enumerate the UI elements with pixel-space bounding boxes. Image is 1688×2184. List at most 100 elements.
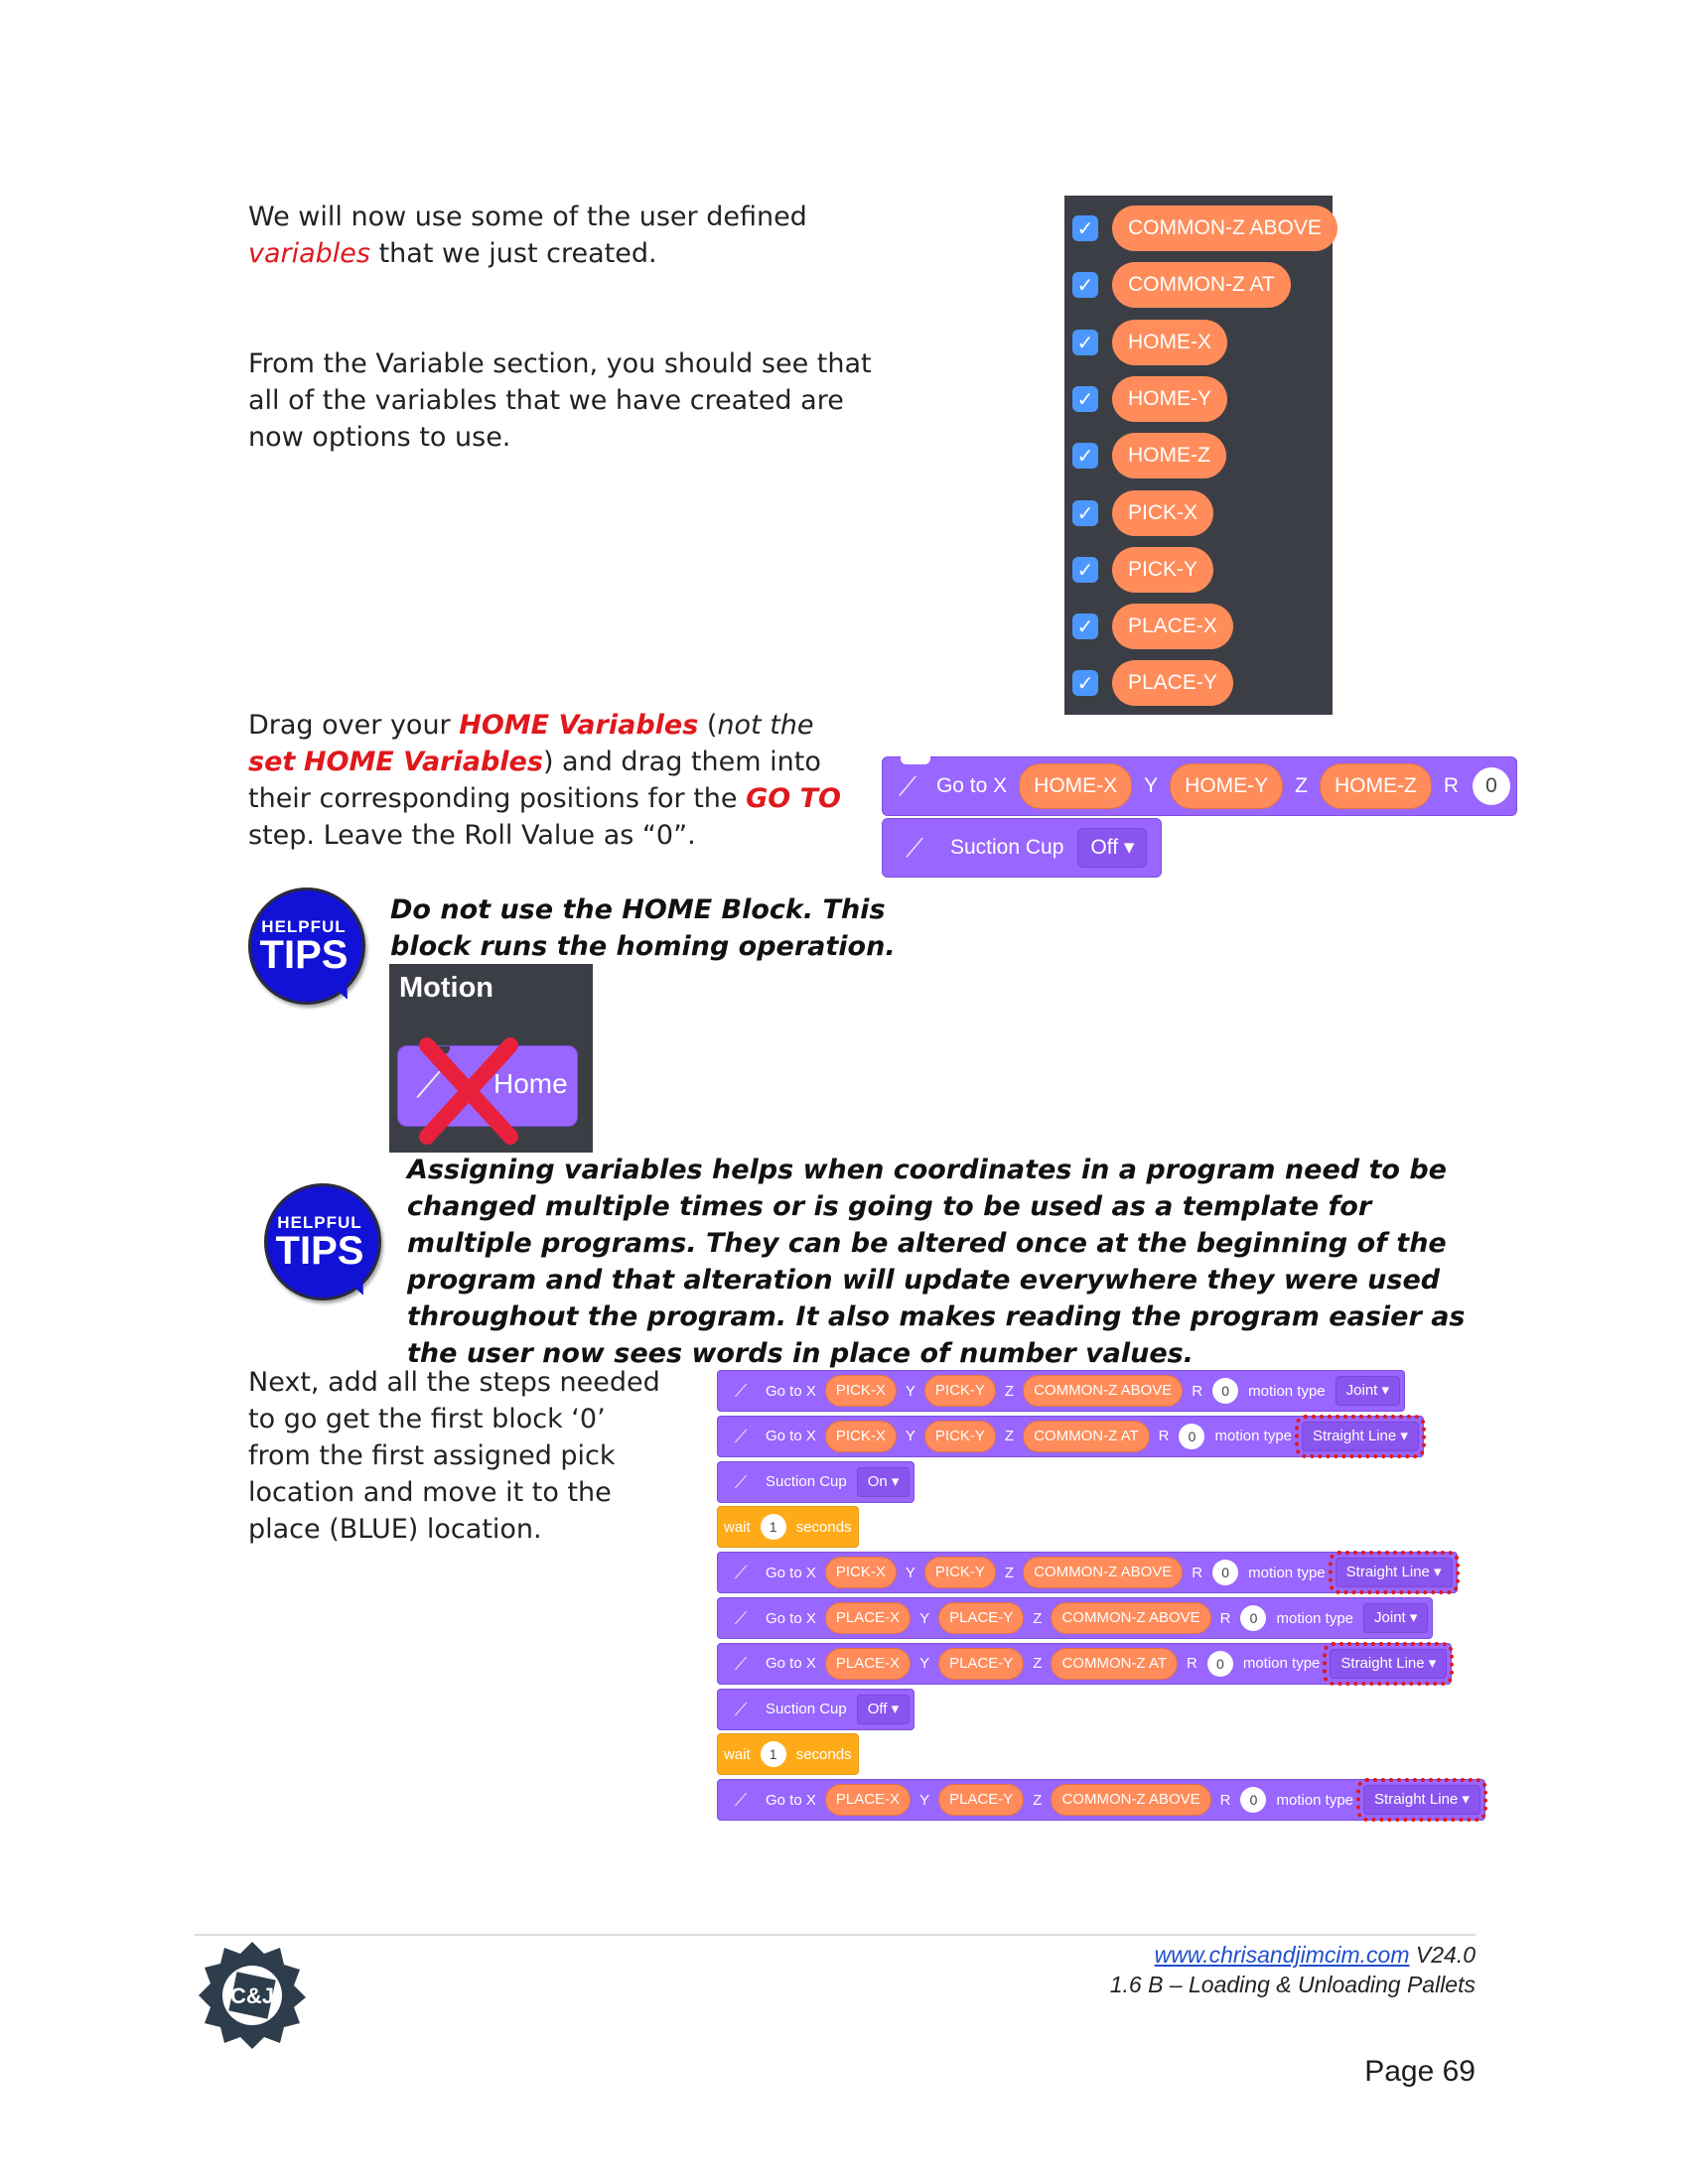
roll-value-input[interactable]: 0	[1240, 1787, 1267, 1814]
y-variable-pill[interactable]: PLACE-Y	[938, 1602, 1025, 1634]
r-label: R	[1219, 1609, 1231, 1627]
variable-reporter[interactable]: PLACE-Y	[1112, 660, 1233, 707]
motion-type-label: motion type	[1276, 1609, 1354, 1627]
website-link[interactable]: www.chrisandjimcim.com	[1154, 1942, 1410, 1968]
z-variable-pill[interactable]: COMMON-Z ABOVE	[1023, 1557, 1184, 1589]
variable-row[interactable]: ✓ PICK-Y	[1064, 541, 1333, 599]
variable-checkbox[interactable]: ✓	[1072, 614, 1098, 640]
goto-label-text: Go to X	[935, 774, 1008, 797]
motion-type-dropdown[interactable]: Straight Line ▾	[1328, 1551, 1460, 1595]
x-variable-pill[interactable]: PLACE-X	[824, 1784, 912, 1817]
z-variable-pill[interactable]: COMMON-Z ABOVE	[1051, 1602, 1211, 1634]
wait-seconds-input[interactable]: 1	[760, 1514, 786, 1541]
home-y-pill[interactable]: HOME-Y	[1170, 763, 1284, 809]
motion-type-dropdown[interactable]: Joint ▾	[1363, 1603, 1429, 1633]
wait-block[interactable]: wait 1 seconds	[717, 1506, 859, 1549]
variable-reporter[interactable]: HOME-X	[1112, 319, 1227, 365]
goto-block[interactable]: ⟋ Go to X PLACE-X Y PLACE-Y Z COMMON-Z ABOVE R 0…	[717, 1778, 1487, 1823]
motion-type-dropdown[interactable]: Straight Line ▾	[1356, 1778, 1487, 1823]
variable-row[interactable]: ✓ HOME-Z	[1064, 427, 1333, 484]
y-variable-pill[interactable]: PICK-Y	[923, 1557, 996, 1589]
wait-block[interactable]: wait 1 seconds	[717, 1733, 859, 1776]
x-variable-pill[interactable]: PLACE-X	[824, 1647, 912, 1680]
variable-reporter[interactable]: PICK-Y	[1112, 546, 1214, 593]
variable-reporter[interactable]: HOME-Z	[1112, 433, 1226, 479]
y-variable-pill[interactable]: PICK-Y	[923, 1375, 996, 1407]
roll-value-input[interactable]: 0	[1212, 1560, 1239, 1586]
x-variable-pill[interactable]: PLACE-X	[824, 1602, 912, 1634]
variables-word: variables	[248, 238, 370, 269]
goto-block[interactable]: ⟋ Go to X HOME-X Y HOME-Y Z HOME-Z R 0	[882, 756, 1517, 816]
robot-arm-icon: ⟋	[734, 1471, 748, 1492]
variable-checkbox[interactable]: ✓	[1072, 499, 1098, 526]
variable-checkbox[interactable]: ✓	[1072, 329, 1098, 355]
goto-block[interactable]: ⟋ Go to X PICK-X Y PICK-Y Z COMMON-Z ABOVE R 0 mo…	[717, 1370, 1406, 1412]
roll-value-input[interactable]: 0	[1473, 767, 1510, 805]
variable-row[interactable]: ✓ PLACE-X	[1064, 598, 1333, 655]
variable-checkbox[interactable]: ✓	[1072, 215, 1098, 241]
variable-row[interactable]: ✓ HOME-X	[1064, 314, 1333, 371]
variable-checkbox[interactable]: ✓	[1072, 443, 1098, 470]
variable-reporter[interactable]: PICK-X	[1112, 489, 1214, 536]
y-label: Y	[919, 1609, 930, 1627]
roll-value-input[interactable]: 0	[1212, 1378, 1239, 1404]
variable-checkbox[interactable]: ✓	[1072, 670, 1098, 697]
variable-row[interactable]: ✓ PLACE-Y	[1064, 654, 1333, 712]
roll-value-input[interactable]: 0	[1179, 1423, 1205, 1449]
suction-cup-block[interactable]: ⟋ Suction Cup Off ▾	[717, 1688, 915, 1730]
variable-row[interactable]: ✓ COMMON-Z ABOVE	[1064, 200, 1337, 257]
goto-block[interactable]: ⟋ Go to X PICK-X Y PICK-Y Z COMMON-Z ABOVE R 0 mo…	[717, 1551, 1460, 1595]
x-variable-pill[interactable]: PICK-X	[824, 1420, 897, 1452]
variable-reporter[interactable]: COMMON-Z ABOVE	[1112, 205, 1337, 251]
variable-reporter[interactable]: COMMON-Z AT	[1112, 262, 1291, 309]
tips-circle	[248, 887, 365, 1005]
variable-row[interactable]: ✓ PICK-X	[1064, 484, 1333, 542]
x-variable-pill[interactable]: PICK-X	[824, 1557, 897, 1589]
home-x-pill[interactable]: HOME-X	[1019, 763, 1133, 809]
seconds-label: seconds	[795, 1518, 852, 1536]
z-variable-pill[interactable]: COMMON-Z ABOVE	[1051, 1784, 1211, 1817]
robot-arm-icon: ⟋	[734, 1653, 748, 1674]
footer-divider	[195, 1934, 1476, 1936]
home-z-pill[interactable]: HOME-Z	[1320, 763, 1432, 809]
z-variable-pill[interactable]: COMMON-Z AT	[1051, 1647, 1178, 1680]
z-label: Z	[1033, 1609, 1043, 1627]
y-label: Y	[905, 1428, 915, 1445]
tip-1-line-2: block runs the homing operation.	[390, 931, 896, 962]
wait-label: wait	[724, 1518, 751, 1536]
wait-seconds-input[interactable]: 1	[760, 1741, 786, 1768]
y-variable-pill[interactable]: PLACE-Y	[938, 1784, 1025, 1817]
z-variable-pill[interactable]: COMMON-Z AT	[1023, 1420, 1150, 1452]
y-variable-pill[interactable]: PLACE-Y	[938, 1647, 1025, 1680]
variable-row[interactable]: ✓ COMMON-Z AT	[1064, 256, 1333, 314]
roll-value-input[interactable]: 0	[1206, 1650, 1233, 1677]
y-variable-pill[interactable]: PICK-Y	[923, 1420, 996, 1452]
motion-type-dropdown[interactable]: Straight Line ▾	[1295, 1414, 1426, 1458]
variable-row[interactable]: ✓ HOME-Y	[1064, 370, 1333, 428]
motion-type-dropdown[interactable]: Joint ▾	[1335, 1376, 1401, 1406]
footer-subtitle: 1.6 B – Loading & Unloading Pallets	[1109, 1972, 1476, 1997]
suction-cup-dropdown[interactable]: Off ▾	[1077, 828, 1148, 868]
variable-checkbox[interactable]: ✓	[1072, 385, 1098, 412]
suction-cup-dropdown[interactable]: Off ▾	[856, 1694, 911, 1724]
variable-reporter[interactable]: PLACE-X	[1112, 604, 1233, 650]
goto-block[interactable]: ⟋ Go to X PLACE-X Y PLACE-Y Z COMMON-Z AT R 0 mot…	[717, 1641, 1455, 1686]
suction-cup-label: Suction Cup	[950, 836, 1064, 859]
motion-type-dropdown[interactable]: Straight Line ▾	[1323, 1641, 1455, 1686]
x-variable-pill[interactable]: PICK-X	[824, 1375, 897, 1407]
suction-cup-block[interactable]: ⟋ Suction Cup On ▾	[717, 1460, 915, 1503]
suction-cup-block[interactable]: ⟋ Suction Cup Off ▾	[882, 818, 1162, 878]
variable-checkbox[interactable]: ✓	[1072, 556, 1098, 583]
roll-value-input[interactable]: 0	[1240, 1605, 1267, 1631]
variable-checkbox[interactable]: ✓	[1072, 272, 1098, 299]
variable-reporter[interactable]: HOME-Y	[1112, 375, 1227, 422]
robot-arm-icon: ⟋	[734, 1563, 748, 1583]
intro-line-2: variables that we just created.	[248, 235, 884, 272]
z-variable-pill[interactable]: COMMON-Z ABOVE	[1023, 1375, 1184, 1407]
svg-text:C&J: C&J	[230, 1983, 274, 2008]
tips-line-1: HELPFUL	[277, 1213, 362, 1232]
helpful-tips-badge-2: HELPFUL TIPS	[258, 1177, 383, 1302]
suction-cup-dropdown[interactable]: On ▾	[856, 1466, 911, 1497]
goto-block[interactable]: ⟋ Go to X PICK-X Y PICK-Y Z COMMON-Z AT R 0 motio…	[717, 1414, 1426, 1458]
goto-block[interactable]: ⟋ Go to X PLACE-X Y PLACE-Y Z COMMON-Z ABOVE R 0…	[717, 1597, 1434, 1639]
